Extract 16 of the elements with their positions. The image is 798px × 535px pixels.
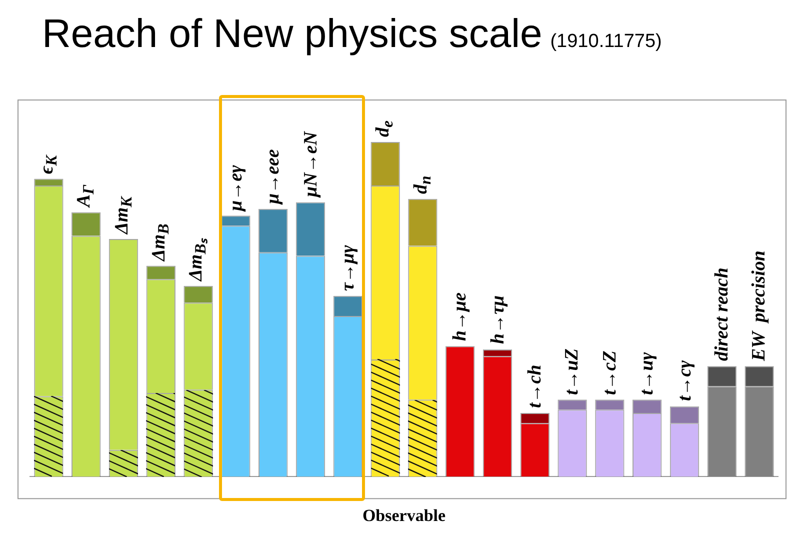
chart-title: Reach of New physics scale <box>42 12 542 56</box>
x-tick-label: t→uZ <box>562 348 583 395</box>
x-tick-label: μN→eN <box>300 132 321 198</box>
x-tick-label: h→τμ <box>487 296 508 344</box>
x-tick-label: t→ch <box>524 364 546 408</box>
x-tick-label: t→cZ <box>599 350 620 395</box>
x-axis-title: Observable <box>362 506 446 526</box>
x-tick-label: τ→μγ <box>337 245 358 291</box>
x-tick-label: t→cγ <box>674 360 695 402</box>
x-tick-label: μ→eee <box>262 149 284 204</box>
x-tick-label: μ→eγ <box>225 164 246 211</box>
x-tick-label: h→μe <box>450 292 471 342</box>
x-tick-label: EW precision <box>748 250 770 362</box>
x-tick-label: t→uγ <box>636 352 658 395</box>
chart-subtitle: (1910.11775) <box>550 31 662 52</box>
x-tick-label: direct reach <box>711 268 732 362</box>
